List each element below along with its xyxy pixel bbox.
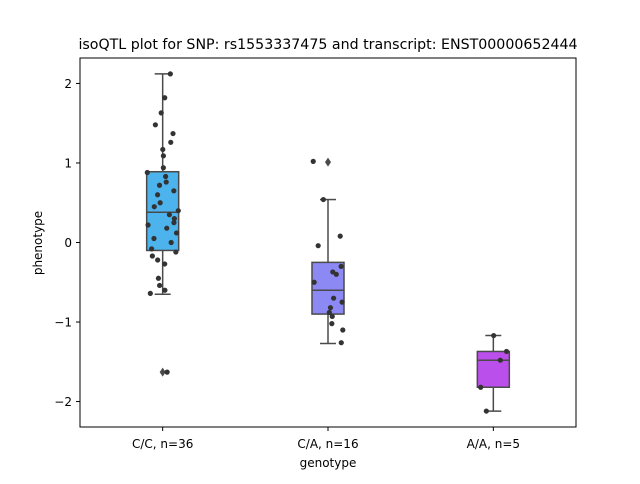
data-point bbox=[168, 139, 174, 145]
data-point bbox=[160, 146, 166, 153]
data-point bbox=[329, 321, 335, 327]
data-point bbox=[497, 357, 503, 363]
chart-title: isoQTL plot for SNP: rs1553337475 and tr… bbox=[78, 37, 577, 53]
data-point bbox=[338, 340, 344, 346]
data-point bbox=[311, 279, 317, 285]
data-point bbox=[144, 169, 150, 176]
data-point bbox=[491, 332, 497, 339]
y-tick-label: −2 bbox=[54, 395, 72, 409]
data-point bbox=[171, 216, 177, 222]
data-point bbox=[162, 287, 168, 293]
data-point bbox=[333, 271, 339, 277]
data-point bbox=[168, 239, 174, 246]
y-tick-label: 2 bbox=[64, 77, 72, 91]
data-point bbox=[166, 212, 172, 218]
data-point bbox=[157, 200, 163, 206]
y-tick-label: 1 bbox=[64, 156, 72, 170]
data-point bbox=[155, 275, 162, 281]
box-body bbox=[311, 261, 345, 315]
data-point bbox=[160, 165, 166, 171]
data-point bbox=[329, 313, 335, 320]
data-point bbox=[163, 179, 169, 185]
x-tick-label: A/A, n=5 bbox=[467, 437, 520, 451]
data-point bbox=[338, 263, 344, 269]
data-point bbox=[171, 220, 177, 226]
data-point bbox=[151, 204, 157, 210]
data-point bbox=[340, 327, 346, 333]
data-point bbox=[326, 309, 332, 316]
data-point bbox=[154, 192, 161, 198]
y-tick-label: −1 bbox=[54, 316, 72, 330]
data-point bbox=[155, 257, 161, 263]
data-point bbox=[160, 153, 167, 159]
data-point bbox=[173, 249, 179, 255]
outlier-marker bbox=[325, 157, 331, 167]
data-point bbox=[503, 348, 510, 355]
data-point bbox=[147, 290, 153, 296]
y-axis-label: phenotype bbox=[31, 211, 45, 275]
data-point bbox=[320, 196, 326, 203]
data-point bbox=[164, 225, 170, 231]
data-point bbox=[173, 230, 180, 236]
y-tick-label: 0 bbox=[64, 236, 72, 250]
data-point bbox=[327, 305, 334, 311]
data-point bbox=[170, 130, 176, 137]
data-point bbox=[152, 122, 158, 128]
box-c-a bbox=[311, 157, 345, 345]
data-point bbox=[167, 71, 173, 77]
data-point bbox=[157, 282, 163, 289]
data-point bbox=[149, 253, 155, 259]
data-point bbox=[330, 295, 337, 301]
data-point bbox=[158, 110, 164, 116]
data-point bbox=[164, 369, 170, 375]
data-point bbox=[175, 208, 181, 214]
data-point bbox=[149, 246, 155, 252]
data-point bbox=[162, 261, 168, 267]
x-tick-label: C/A, n=16 bbox=[297, 437, 358, 451]
data-point bbox=[156, 182, 163, 188]
box-body bbox=[476, 350, 511, 388]
outlier-marker bbox=[159, 367, 166, 377]
data-point bbox=[145, 222, 151, 228]
data-point bbox=[315, 243, 321, 249]
x-axis-label: genotype bbox=[300, 456, 357, 470]
data-point bbox=[339, 299, 345, 305]
data-point bbox=[162, 95, 168, 101]
data-point bbox=[483, 408, 489, 414]
data-point bbox=[478, 384, 484, 390]
data-point bbox=[171, 188, 177, 194]
data-point bbox=[310, 158, 316, 164]
data-point bbox=[163, 173, 169, 180]
data-point bbox=[151, 235, 157, 242]
x-tick-label: C/C, n=36 bbox=[132, 437, 193, 451]
data-point bbox=[337, 233, 343, 239]
